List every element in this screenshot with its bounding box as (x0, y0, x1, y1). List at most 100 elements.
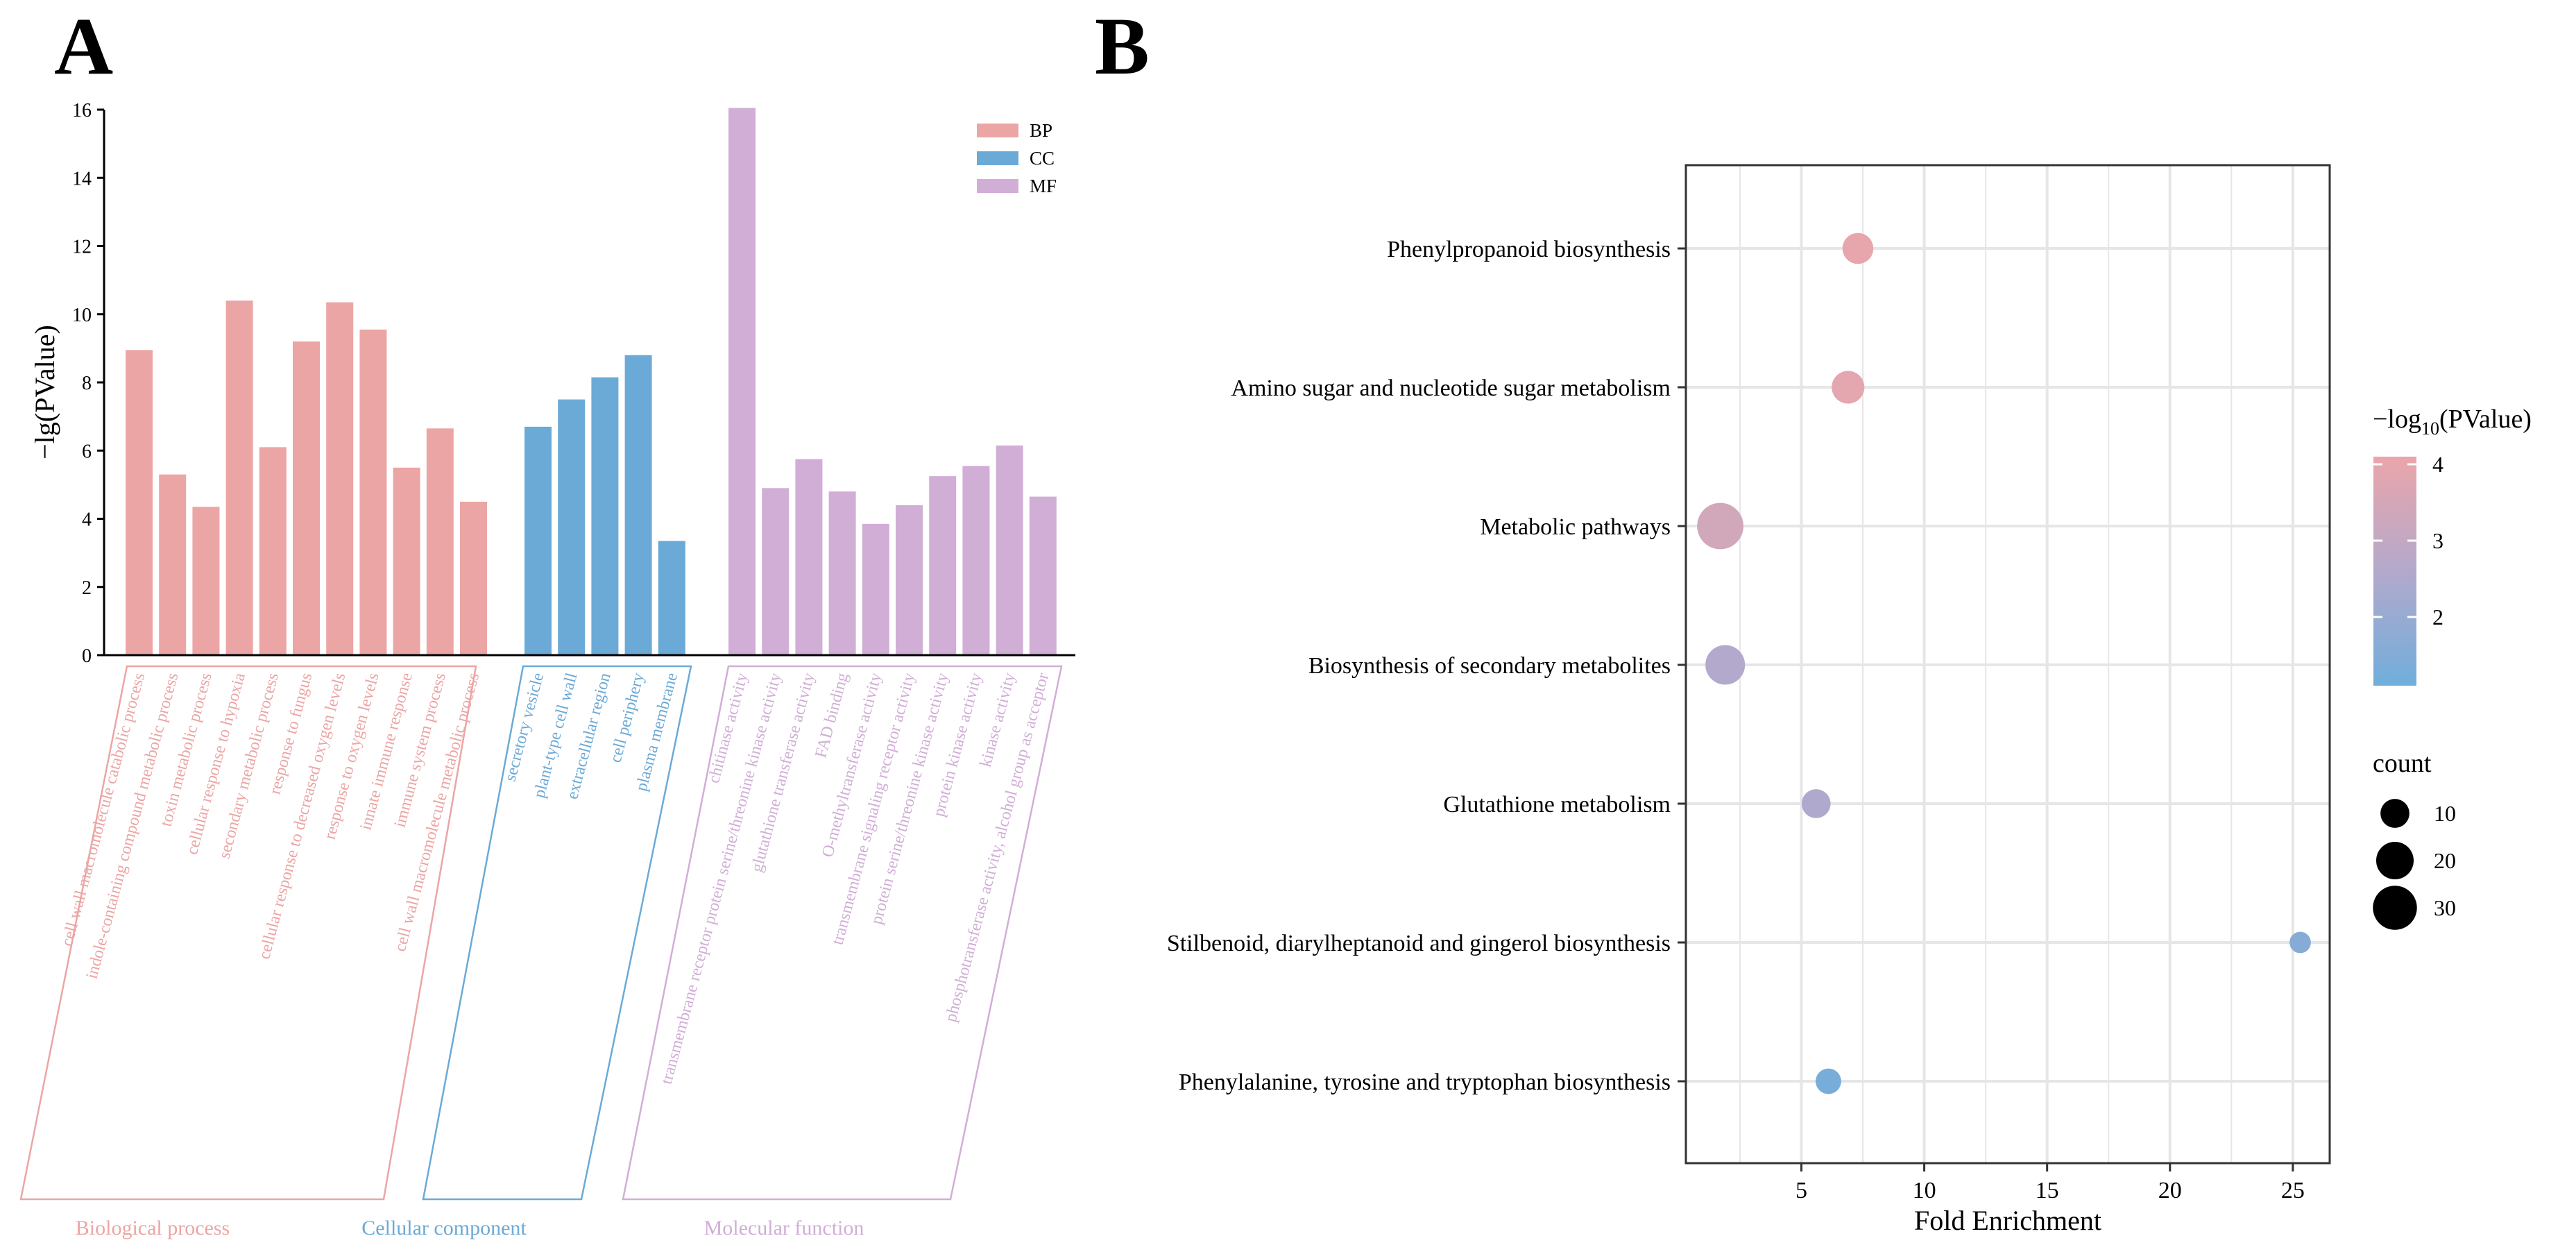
color-legend-bar (2373, 457, 2416, 686)
legend-swatch-mf (977, 179, 1018, 193)
bar-cc (624, 355, 652, 655)
bar-cc (524, 426, 552, 655)
y-tick-label: Phenylalanine, tyrosine and tryptophan b… (1179, 1069, 1671, 1095)
x-tick-label: FAD binding (812, 671, 852, 760)
y-tick-label: 2 (82, 577, 92, 599)
legend-label-bp: BP (1030, 120, 1052, 141)
size-legend-label: 10 (2434, 801, 2456, 826)
size-legend-dot (2375, 841, 2414, 880)
y-tick-label: 12 (72, 237, 92, 258)
bar-mf (896, 505, 923, 655)
panel-b-xlabel: Fold Enrichment (1914, 1205, 2101, 1236)
bar-bp (259, 447, 287, 655)
y-tick-label: Glutathione metabolism (1443, 792, 1671, 818)
y-tick-label: 8 (82, 373, 92, 394)
cc-group-bracket (422, 665, 692, 1201)
legend-label-cc: CC (1030, 148, 1055, 169)
size-legend-dot (2380, 799, 2409, 828)
y-tick-label: Phenylpropanoid biosynthesis (1387, 237, 1671, 262)
panel-a-letter: A (54, 1, 113, 92)
point (2289, 931, 2311, 954)
color-tick-label: 4 (2432, 452, 2443, 477)
bar-bp (326, 302, 354, 655)
panel-a-y-ticks: 0 2 4 6 8 10 12 14 16 (72, 100, 104, 667)
x-tick-label: 5 (1795, 1178, 1807, 1203)
panel-a-bars (126, 108, 1057, 655)
cc-group-label: Cellular component (361, 1217, 527, 1240)
bar-mf (762, 488, 790, 655)
bar-mf (728, 108, 756, 655)
legend-swatch-cc (977, 151, 1018, 165)
x-tick-label: cell periphery (606, 671, 647, 765)
panel-a-ylabel: −lg(PValue) (29, 325, 60, 459)
bar-bp (225, 301, 253, 655)
bar-bp (460, 501, 487, 655)
y-tick-label: 0 (82, 645, 92, 667)
bar-cc (558, 399, 586, 655)
point (1705, 645, 1746, 685)
y-tick-label: 16 (72, 100, 92, 121)
panel-b-y-ticks: Phenylpropanoid biosynthesis Amino sugar … (1167, 237, 1686, 1095)
bar-bp (192, 507, 220, 655)
bp-group-bracket (19, 665, 477, 1201)
y-tick-label: 14 (72, 168, 92, 189)
bar-bp (126, 350, 153, 655)
bar-mf (795, 459, 823, 655)
color-legend-title-main: −log (2373, 405, 2421, 434)
bp-group-label: Biological process (76, 1217, 230, 1240)
color-legend: −log10(PValue) 2 3 4 (2373, 405, 2532, 686)
bar-bp (393, 467, 420, 655)
y-tick-label: Biosynthesis of secondary metabolites (1308, 653, 1671, 679)
bar-mf (1029, 496, 1057, 655)
size-legend-label: 20 (2434, 848, 2456, 873)
color-tick-label: 2 (2432, 604, 2443, 629)
color-legend-title-sub: 10 (2421, 418, 2439, 439)
x-tick-label: 25 (2281, 1178, 2305, 1203)
panel-b-x-ticks: 5 10 15 20 25 (1795, 1163, 2305, 1203)
legend-swatch-bp (977, 124, 1018, 137)
panel-a-x-labels: cell wall macromolecule catabolic proces… (58, 670, 1052, 1086)
bar-mf (929, 476, 957, 655)
bar-cc (591, 377, 619, 655)
y-tick-label: 10 (72, 305, 92, 326)
x-tick-label: 20 (2158, 1178, 2182, 1203)
size-legend-dot (2373, 886, 2417, 930)
bar-bp (359, 329, 387, 655)
point (1801, 789, 1831, 818)
mf-group-bracket (622, 665, 1063, 1201)
bar-mf (996, 445, 1023, 655)
x-tick-label: 15 (2036, 1178, 2059, 1203)
bar-cc (658, 541, 685, 655)
bar-bp (426, 428, 454, 655)
point (1816, 1068, 1841, 1094)
panel-b-letter: B (1095, 1, 1150, 92)
color-legend-ticks: 2 3 4 (2373, 452, 2443, 629)
point (1697, 502, 1743, 550)
bar-mf (862, 523, 889, 655)
color-legend-title-suffix: (PValue) (2439, 405, 2532, 434)
y-tick-label: 4 (82, 509, 92, 531)
bar-bp (159, 474, 187, 655)
bar-mf (828, 491, 856, 655)
size-legend-title: count (2373, 749, 2432, 778)
panel-b-points (1697, 232, 2311, 1094)
panel-a-legend: BP CC MF (977, 120, 1057, 196)
bar-bp (293, 341, 320, 655)
y-tick-label: Stilbenoid, diarylheptanoid and gingerol… (1167, 931, 1671, 956)
bar-mf (962, 466, 990, 655)
size-legend: count 10 20 30 (2373, 749, 2456, 930)
color-legend-title: −log10(PValue) (2373, 405, 2532, 439)
panel-b: B Phenylpropanoid biosynthesis Amino suga… (1095, 1, 2532, 1236)
panel-b-grid (1686, 165, 2330, 1163)
size-legend-items: 10 20 30 (2373, 799, 2456, 930)
point (1842, 232, 1874, 264)
color-tick-label: 3 (2432, 528, 2443, 553)
x-tick-label: 10 (1913, 1178, 1936, 1203)
legend-label-mf: MF (1030, 176, 1057, 196)
panel-a: A −lg(PValue) 0 2 4 6 8 10 12 14 16 cell wall ma… (19, 1, 1075, 1240)
y-tick-label: Amino sugar and nucleotide sugar metabol… (1231, 375, 1671, 401)
size-legend-label: 30 (2434, 895, 2456, 920)
point (1832, 371, 1865, 404)
mf-group-label: Molecular function (704, 1217, 864, 1240)
